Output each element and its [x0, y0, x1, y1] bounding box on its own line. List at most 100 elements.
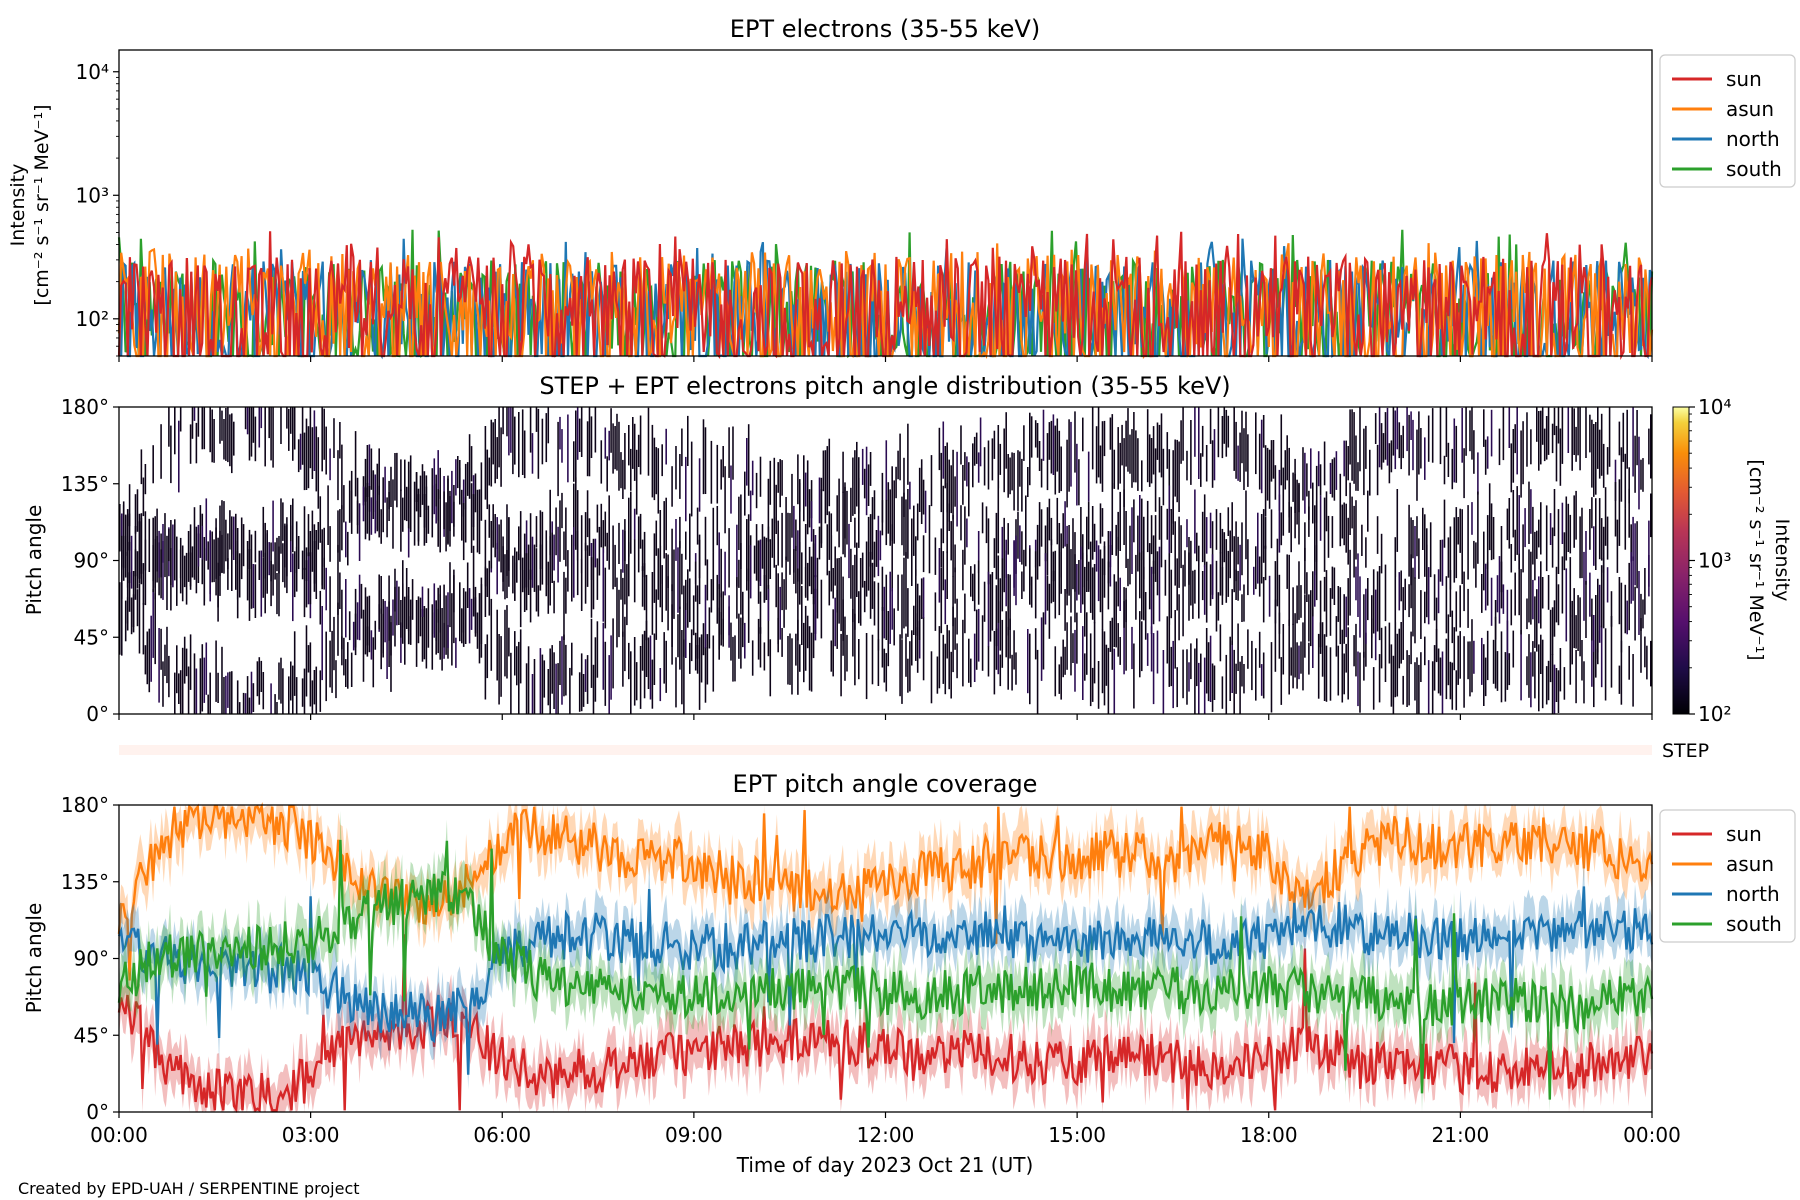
- heatmap-cell: [121, 583, 123, 656]
- heatmap-cell: [164, 513, 166, 578]
- y-tick-label: 135°: [61, 472, 109, 496]
- heatmap-cell: [1091, 567, 1094, 620]
- heatmap-cell: [248, 529, 251, 569]
- heatmap-cell: [690, 441, 693, 517]
- heatmap-cell: [883, 586, 886, 639]
- heatmap-cell: [1121, 424, 1123, 466]
- heatmap-cell: [590, 416, 593, 458]
- heatmap-cell: [402, 560, 404, 628]
- heatmap-cell: [1410, 411, 1412, 440]
- heatmap-cell: [1508, 653, 1511, 686]
- heatmap-cell: [282, 668, 284, 714]
- heatmap-cell: [1308, 642, 1310, 675]
- heatmap-cell: [506, 504, 508, 576]
- panel2-title: STEP + EPT electrons pitch angle distrib…: [539, 372, 1230, 400]
- heatmap-cell: [665, 497, 667, 551]
- y-tick-label: 10³: [76, 183, 109, 207]
- heatmap-cell: [278, 536, 280, 574]
- heatmap-cell: [1494, 616, 1497, 689]
- heatmap-cell: [657, 448, 660, 514]
- heatmap-cell: [1013, 452, 1015, 511]
- heatmap-cell: [602, 622, 605, 690]
- heatmap-cell: [724, 466, 726, 534]
- heatmap-cell: [1005, 611, 1007, 658]
- heatmap-cell: [160, 628, 162, 670]
- heatmap-cell: [1510, 544, 1513, 573]
- heatmap-cell: [225, 675, 227, 714]
- heatmap-cell: [189, 424, 192, 464]
- heatmap-cell: [928, 505, 931, 574]
- heatmap-cell: [563, 531, 565, 560]
- heatmap-cell: [311, 510, 314, 572]
- heatmap-cell: [1217, 592, 1220, 621]
- heatmap-cell: [462, 479, 465, 517]
- heatmap-cell: [639, 415, 642, 475]
- heatmap-cell: [712, 635, 715, 692]
- heatmap-cell: [954, 476, 956, 507]
- heatmap-cell: [370, 448, 373, 490]
- heatmap-cell: [303, 668, 306, 714]
- heatmap-cell: [345, 659, 347, 687]
- heatmap-cell: [1310, 448, 1312, 489]
- heatmap-cell: [1414, 577, 1416, 644]
- heatmap-cell: [781, 512, 783, 568]
- heatmap-cell: [858, 477, 860, 548]
- heatmap-cell: [942, 421, 945, 479]
- heatmap-cell: [217, 537, 219, 608]
- heatmap-cell: [635, 449, 638, 515]
- heatmap-cell: [321, 529, 323, 590]
- heatmap-cell: [1076, 612, 1078, 664]
- heatmap-cell: [757, 541, 760, 604]
- heatmap-cell: [1054, 550, 1057, 619]
- heatmap-cell: [565, 577, 567, 614]
- heatmap-cell: [1036, 649, 1039, 714]
- heatmap-cell: [732, 636, 734, 682]
- heatmap-cell: [183, 555, 186, 588]
- heatmap-cell: [901, 639, 903, 704]
- heatmap-cell: [1467, 588, 1469, 628]
- heatmap-cell: [628, 542, 630, 597]
- heatmap-cell: [1038, 502, 1041, 567]
- heatmap-cell: [559, 640, 561, 685]
- heatmap-cell: [126, 515, 129, 588]
- heatmap-cell: [233, 516, 235, 560]
- heatmap-cell: [339, 509, 341, 562]
- heatmap-cell: [1589, 509, 1591, 550]
- heatmap-cell: [1555, 668, 1558, 702]
- heatmap-cell: [954, 544, 956, 573]
- heatmap-cell: [1345, 596, 1347, 638]
- heatmap-cell: [1459, 508, 1461, 553]
- heatmap-cell: [293, 631, 296, 696]
- heatmap-cell: [1418, 664, 1420, 714]
- heatmap-cell: [132, 571, 135, 627]
- heatmap-cell: [496, 517, 498, 550]
- heatmap-cell: [400, 600, 402, 638]
- heatmap-cell: [1484, 563, 1487, 611]
- heatmap-cell: [559, 416, 561, 450]
- heatmap-cell: [702, 623, 705, 656]
- heatmap-cell: [757, 618, 760, 660]
- heatmap-cell: [901, 496, 903, 546]
- heatmap-cell: [1648, 428, 1650, 465]
- heatmap-cell: [203, 407, 206, 450]
- heatmap-cell: [496, 437, 498, 479]
- heatmap-cell: [1152, 426, 1155, 475]
- heatmap-cell: [354, 431, 357, 497]
- heatmap-cell: [1331, 566, 1334, 599]
- heatmap-cell: [1600, 565, 1603, 628]
- heatmap-cell: [290, 504, 292, 542]
- heatmap-cell: [1357, 651, 1359, 707]
- panel3-x-ticks: 00:00 03:00 06:00 09:00 12:00 15:00 18:00 21:00…: [90, 1112, 1681, 1147]
- heatmap-cell: [720, 593, 722, 635]
- heatmap-cell: [716, 574, 719, 624]
- heatmap-cell: [1551, 654, 1554, 714]
- heatmap-cell: [1449, 661, 1452, 700]
- heatmap-cell: [229, 510, 231, 550]
- heatmap-cell: [842, 451, 844, 493]
- heatmap-cell: [1575, 615, 1577, 649]
- heatmap-cell: [1107, 561, 1110, 610]
- heatmap-cell: [1477, 491, 1479, 564]
- heatmap-cell: [791, 638, 793, 695]
- heatmap-cell: [1111, 414, 1114, 489]
- heatmap-cell: [288, 408, 290, 451]
